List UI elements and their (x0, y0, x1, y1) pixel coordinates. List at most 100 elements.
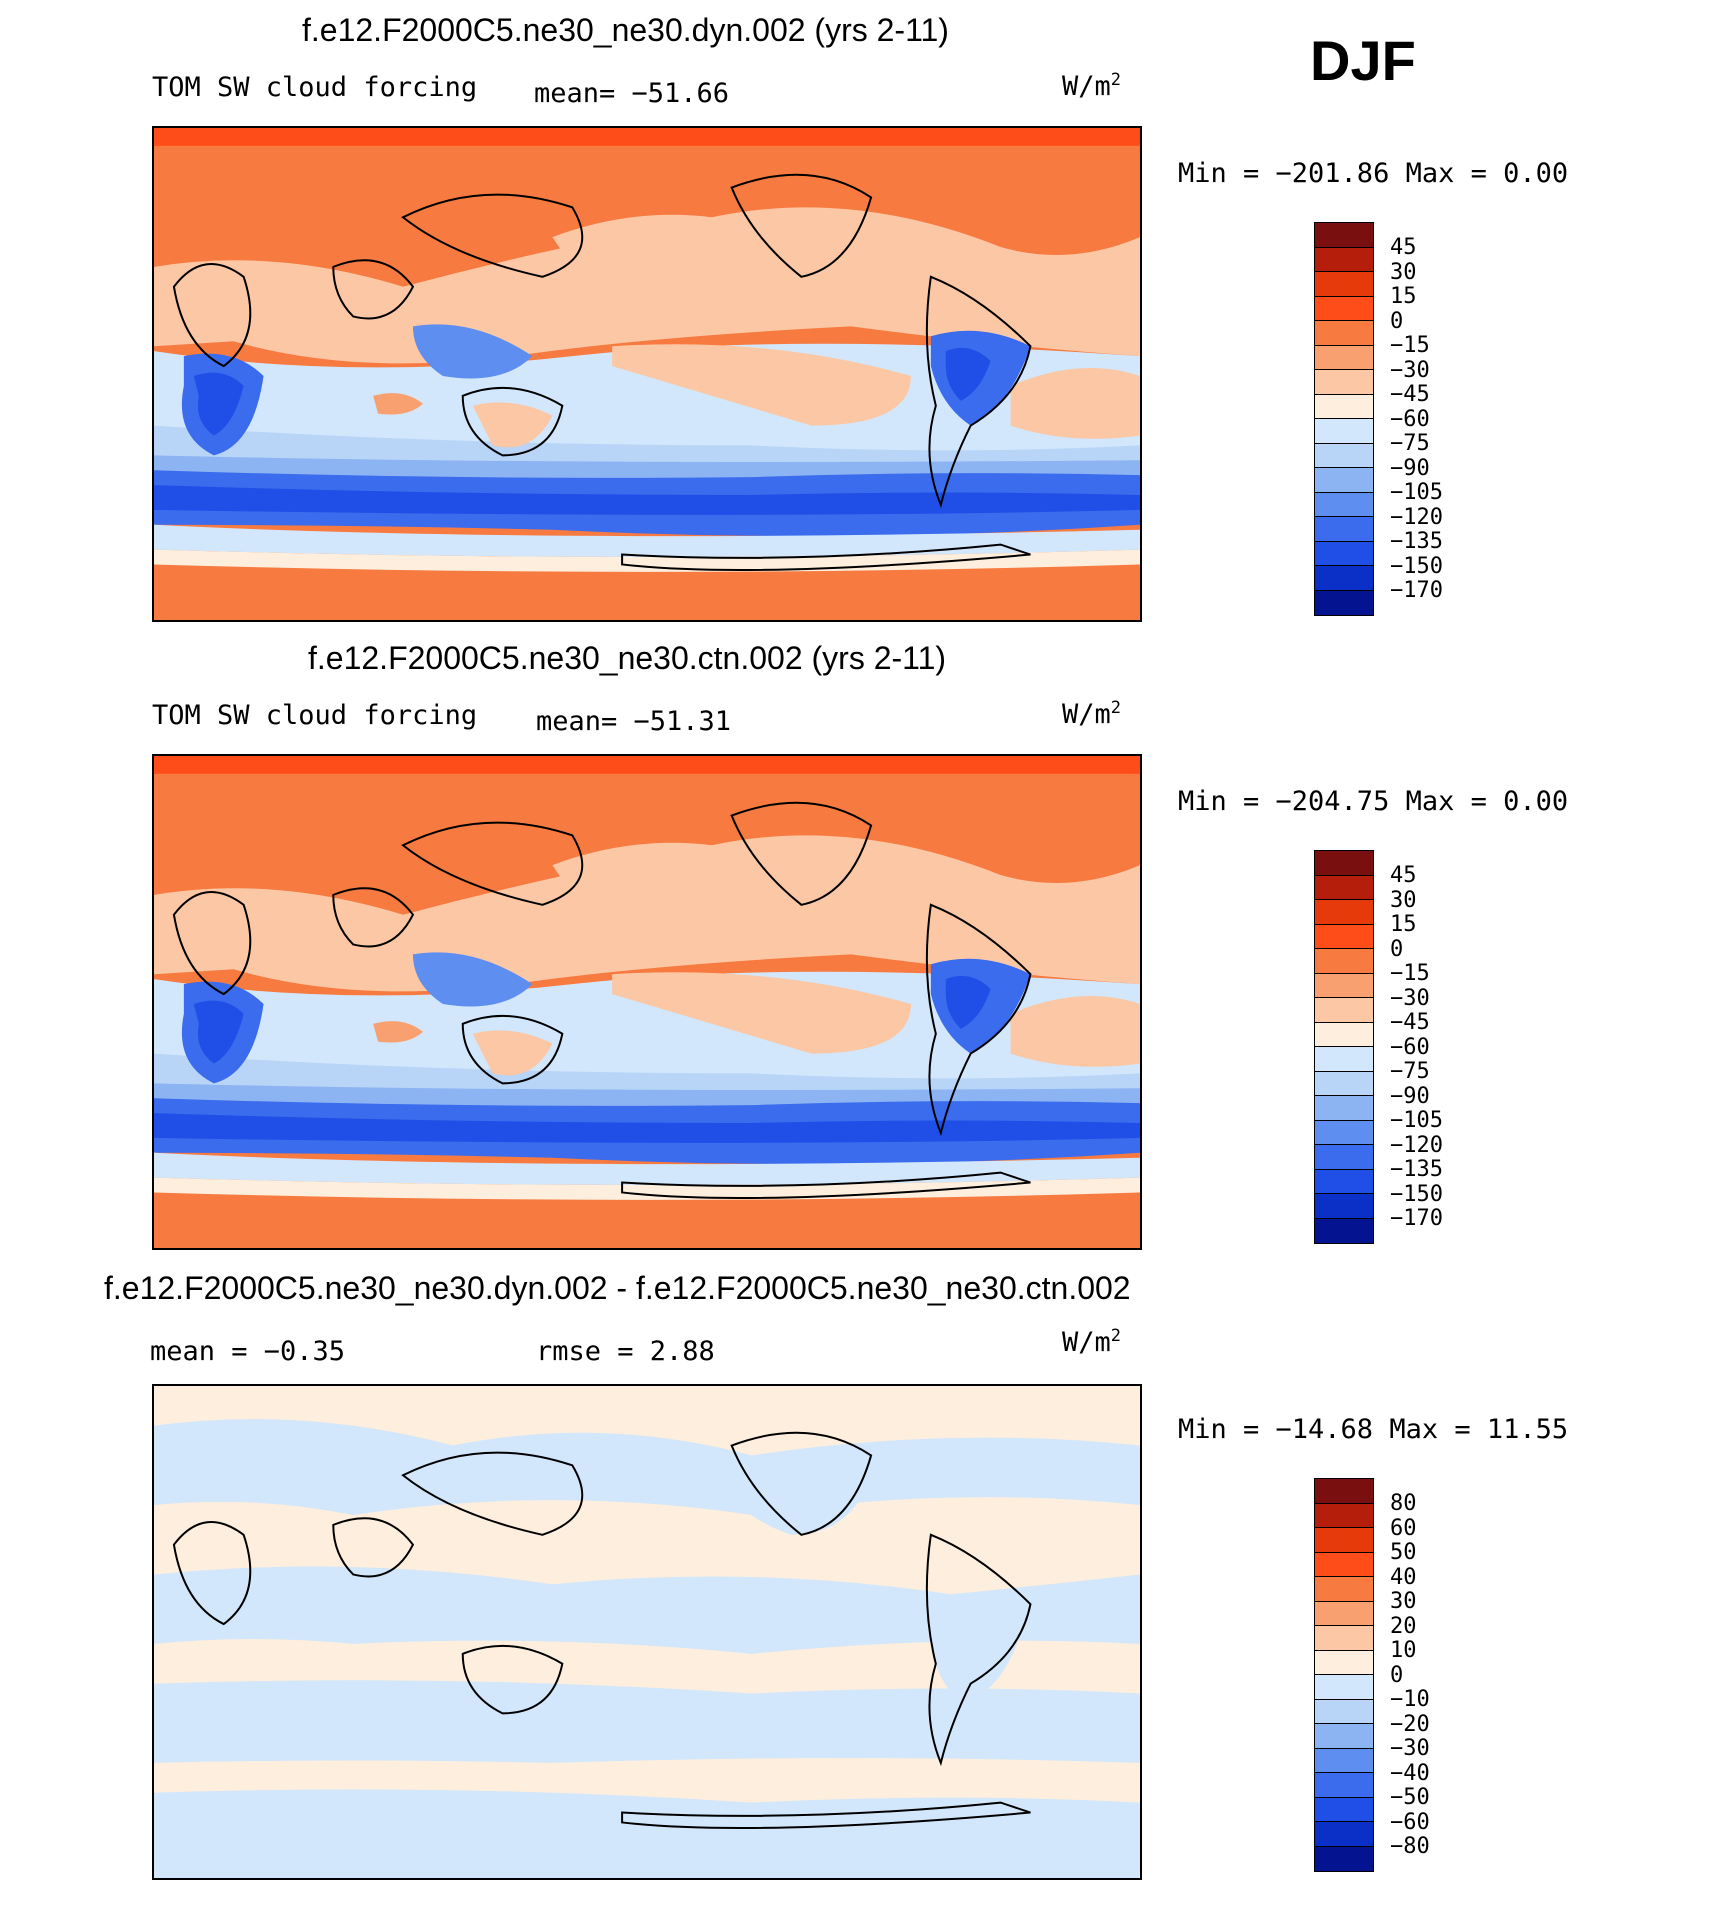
panel-3-mean: mean = −0.35 (150, 1336, 346, 1367)
colorbar-swatch (1315, 900, 1373, 925)
colorbar-label: 20 (1390, 1613, 1417, 1639)
colorbar-swatch (1315, 998, 1373, 1023)
colorbar-label: −45 (1390, 382, 1430, 407)
colorbar-swatch (1315, 541, 1373, 566)
colorbar-swatch (1315, 492, 1373, 517)
colorbar-swatch (1315, 1022, 1373, 1047)
panel-2-map (152, 754, 1142, 1250)
colorbar-swatch (1315, 1650, 1373, 1675)
colorbar-swatch (1315, 1797, 1373, 1822)
panel-3-colorbar-labels: 80 60 50 40 30 20 10 0 −10 −20 −30 −40 −50 −60 −80 (1390, 1492, 1430, 1860)
colorbar-label: −135 (1390, 1157, 1443, 1182)
colorbar-label: 80 (1390, 1491, 1417, 1516)
colorbar-label: −10 (1390, 1687, 1430, 1712)
colorbar-label: 30 (1390, 887, 1417, 913)
panel-1-map (152, 126, 1142, 622)
panel-2-field-label: TOM SW cloud forcing (152, 700, 478, 731)
colorbar-swatch (1315, 1724, 1373, 1749)
colorbar-label: −50 (1390, 1785, 1430, 1810)
colorbar-swatch (1315, 370, 1373, 395)
colorbar-swatch (1315, 1577, 1373, 1602)
colorbar-label: −170 (1390, 578, 1443, 603)
colorbar-label: −20 (1390, 1711, 1430, 1737)
panel-3-rmse: rmse = 2.88 (536, 1336, 715, 1367)
colorbar-label: −105 (1390, 480, 1443, 505)
colorbar-swatch (1315, 419, 1373, 444)
colorbar-label: −30 (1390, 985, 1430, 1011)
colorbar-label: −45 (1390, 1010, 1430, 1035)
colorbar-swatch (1315, 394, 1373, 419)
panel-3-colorbar (1314, 1478, 1374, 1872)
colorbar-swatch (1315, 272, 1373, 297)
colorbar-swatch (1315, 1503, 1373, 1528)
colorbar-swatch (1315, 1194, 1373, 1219)
colorbar-swatch (1315, 1047, 1373, 1072)
colorbar-swatch (1315, 1846, 1373, 1871)
colorbar-swatch (1315, 590, 1373, 615)
colorbar-label: −30 (1390, 357, 1430, 383)
colorbar-label: 15 (1390, 284, 1417, 309)
colorbar-label: −15 (1390, 961, 1430, 986)
colorbar-swatch (1315, 1773, 1373, 1798)
colorbar-label: −150 (1390, 1181, 1443, 1207)
colorbar-label: 10 (1390, 1638, 1417, 1663)
panel-1-units: W/m2 (1062, 70, 1122, 102)
colorbar-swatch (1315, 1169, 1373, 1194)
panel-3-units: W/m2 (1062, 1326, 1122, 1358)
colorbar-swatch (1315, 223, 1373, 248)
panel-1-field-label: TOM SW cloud forcing (152, 72, 478, 103)
colorbar-swatch (1315, 1552, 1373, 1577)
panel-3-title: f.e12.F2000C5.ne30_ne30.dyn.002 - f.e12.… (104, 1270, 1131, 1306)
colorbar-label: −30 (1390, 1736, 1430, 1761)
colorbar-swatch (1315, 1071, 1373, 1096)
colorbar-swatch (1315, 247, 1373, 272)
colorbar-label: 30 (1390, 1589, 1417, 1614)
colorbar-label: −120 (1390, 1132, 1443, 1158)
colorbar-label: 30 (1390, 259, 1417, 285)
panel-3-minmax: Min = −14.68 Max = 11.55 (1178, 1414, 1569, 1445)
colorbar-swatch (1315, 1218, 1373, 1243)
colorbar-label: 0 (1390, 1662, 1404, 1688)
colorbar-label: −15 (1390, 333, 1430, 358)
colorbar-swatch (1315, 1601, 1373, 1626)
panel-2-title: f.e12.F2000C5.ne30_ne30.ctn.002 (yrs 2-1… (308, 640, 947, 676)
colorbar-label: −60 (1390, 406, 1430, 432)
colorbar-label: 0 (1390, 308, 1404, 334)
panel-2-units: W/m2 (1062, 698, 1122, 730)
panel-1-mean: mean= −51.66 (534, 78, 730, 109)
colorbar-swatch (1315, 1675, 1373, 1700)
colorbar-label: −90 (1390, 1083, 1430, 1109)
colorbar-label: −150 (1390, 553, 1443, 579)
colorbar-label: −90 (1390, 455, 1430, 481)
colorbar-swatch (1315, 1528, 1373, 1553)
colorbar-label: −75 (1390, 1059, 1430, 1084)
colorbar-label: 15 (1390, 912, 1417, 937)
colorbar-swatch (1315, 345, 1373, 370)
colorbar-swatch (1315, 468, 1373, 493)
panel-1-minmax: Min = −201.86 Max = 0.00 (1178, 158, 1569, 189)
colorbar-swatch (1315, 321, 1373, 346)
colorbar-swatch (1315, 1096, 1373, 1121)
colorbar-swatch (1315, 517, 1373, 542)
colorbar-swatch (1315, 443, 1373, 468)
colorbar-swatch (1315, 1626, 1373, 1651)
colorbar-label: −60 (1390, 1809, 1430, 1835)
panel-2-minmax: Min = −204.75 Max = 0.00 (1178, 786, 1569, 817)
colorbar-swatch (1315, 924, 1373, 949)
colorbar-swatch (1315, 1479, 1373, 1504)
colorbar-swatch (1315, 875, 1373, 900)
colorbar-label: −135 (1390, 529, 1443, 554)
colorbar-swatch (1315, 566, 1373, 591)
colorbar-swatch (1315, 296, 1373, 321)
colorbar-swatch (1315, 851, 1373, 876)
colorbar-label: 60 (1390, 1515, 1417, 1541)
colorbar-label: −60 (1390, 1034, 1430, 1060)
colorbar-swatch (1315, 1120, 1373, 1145)
colorbar-label: 50 (1390, 1540, 1417, 1565)
panel-3-map (152, 1384, 1142, 1880)
colorbar-swatch (1315, 1699, 1373, 1724)
panel-2-colorbar (1314, 850, 1374, 1244)
colorbar-label: −40 (1390, 1760, 1430, 1786)
colorbar-label: 0 (1390, 936, 1404, 962)
colorbar-swatch (1315, 1748, 1373, 1773)
